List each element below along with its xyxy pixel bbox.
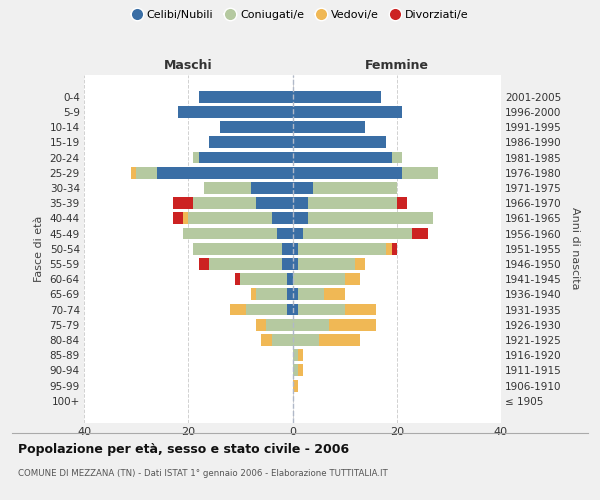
Bar xyxy=(293,228,303,239)
Bar xyxy=(261,334,272,346)
Y-axis label: Anni di nascita: Anni di nascita xyxy=(570,208,580,290)
Bar xyxy=(266,319,293,330)
Bar xyxy=(298,288,324,300)
Bar xyxy=(199,258,209,270)
Legend: Celibi/Nubili, Coniugati/e, Vedovi/e, Divorziati/e: Celibi/Nubili, Coniugati/e, Vedovi/e, Di… xyxy=(127,6,473,25)
Bar xyxy=(392,152,402,164)
Bar xyxy=(193,197,256,209)
Bar xyxy=(298,304,344,316)
Bar xyxy=(277,228,293,239)
Bar xyxy=(173,197,193,209)
Bar xyxy=(386,243,392,254)
Bar xyxy=(256,319,266,330)
Bar xyxy=(204,182,251,194)
Bar xyxy=(282,258,293,270)
Text: Femmine: Femmine xyxy=(365,60,429,72)
Text: COMUNE DI MEZZANA (TN) - Dati ISTAT 1° gennaio 2006 - Elaborazione TUTTITALIA.IT: COMUNE DI MEZZANA (TN) - Dati ISTAT 1° g… xyxy=(18,468,388,477)
Bar xyxy=(298,349,303,361)
Bar xyxy=(256,197,293,209)
Bar xyxy=(178,106,293,118)
Bar xyxy=(131,167,136,178)
Bar xyxy=(287,273,293,285)
Bar xyxy=(287,304,293,316)
Bar xyxy=(397,197,407,209)
Bar xyxy=(303,228,412,239)
Bar xyxy=(293,288,298,300)
Bar xyxy=(209,136,293,148)
Bar xyxy=(293,319,329,330)
Bar xyxy=(319,334,360,346)
Bar xyxy=(313,182,397,194)
Bar xyxy=(173,212,183,224)
Bar xyxy=(209,258,282,270)
Bar xyxy=(287,288,293,300)
Bar xyxy=(293,273,344,285)
Bar xyxy=(293,349,298,361)
Bar xyxy=(251,288,256,300)
Bar xyxy=(293,136,386,148)
Bar xyxy=(193,243,282,254)
Bar xyxy=(293,380,298,392)
Bar xyxy=(412,228,428,239)
Bar xyxy=(293,243,298,254)
Bar xyxy=(199,91,293,102)
Bar xyxy=(199,152,293,164)
Bar xyxy=(230,304,245,316)
Bar xyxy=(136,167,157,178)
Bar xyxy=(355,258,365,270)
Bar xyxy=(308,197,397,209)
Bar xyxy=(183,228,277,239)
Bar xyxy=(293,334,319,346)
Bar xyxy=(241,273,287,285)
Bar xyxy=(293,304,298,316)
Bar xyxy=(293,106,402,118)
Bar xyxy=(293,258,298,270)
Bar xyxy=(324,288,344,300)
Bar xyxy=(272,212,293,224)
Bar xyxy=(293,182,313,194)
Bar xyxy=(308,212,433,224)
Bar xyxy=(293,167,402,178)
Bar xyxy=(298,364,303,376)
Bar xyxy=(329,319,376,330)
Y-axis label: Fasce di età: Fasce di età xyxy=(34,216,44,282)
Bar xyxy=(188,212,272,224)
Bar xyxy=(293,197,308,209)
Bar xyxy=(256,288,287,300)
Bar xyxy=(293,152,392,164)
Bar xyxy=(193,152,199,164)
Bar xyxy=(392,243,397,254)
Bar xyxy=(272,334,293,346)
Text: Maschi: Maschi xyxy=(164,60,212,72)
Bar xyxy=(293,212,308,224)
Bar xyxy=(220,121,293,133)
Bar xyxy=(245,304,287,316)
Bar xyxy=(298,243,386,254)
Bar xyxy=(293,121,365,133)
Text: Popolazione per età, sesso e stato civile - 2006: Popolazione per età, sesso e stato civil… xyxy=(18,442,349,456)
Bar xyxy=(157,167,293,178)
Bar xyxy=(251,182,293,194)
Bar xyxy=(282,243,293,254)
Bar xyxy=(293,364,298,376)
Bar xyxy=(344,304,376,316)
Bar xyxy=(298,258,355,270)
Bar xyxy=(402,167,439,178)
Bar xyxy=(235,273,241,285)
Bar xyxy=(344,273,360,285)
Bar xyxy=(183,212,188,224)
Bar xyxy=(293,91,381,102)
